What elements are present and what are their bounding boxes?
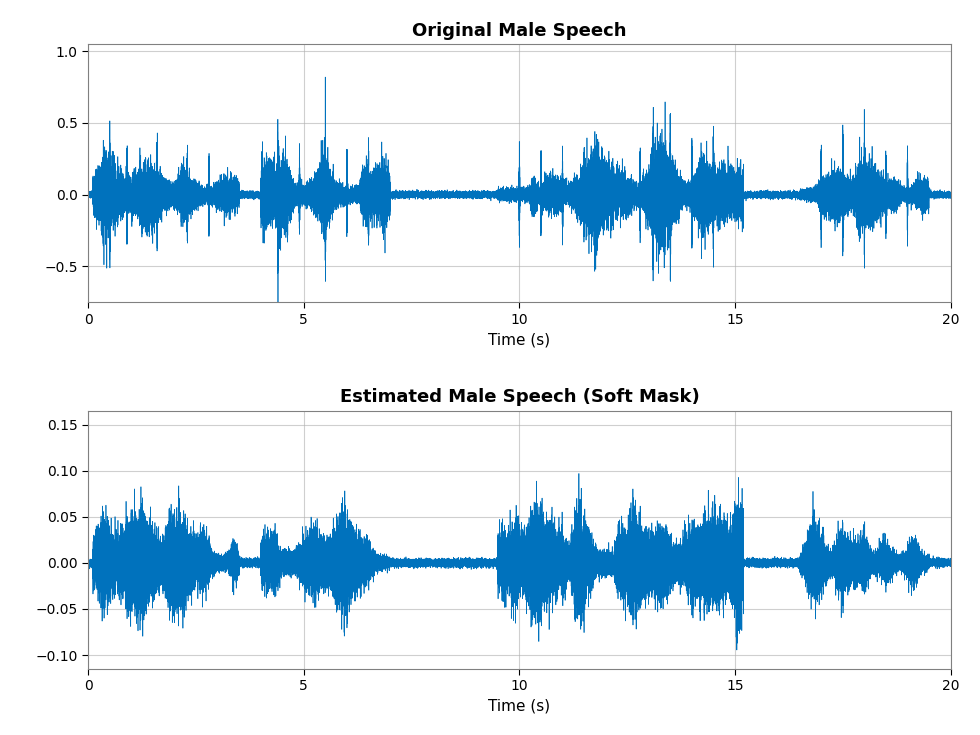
Title: Original Male Speech: Original Male Speech [413,22,626,40]
X-axis label: Time (s): Time (s) [488,699,551,714]
Title: Estimated Male Speech (Soft Mask): Estimated Male Speech (Soft Mask) [339,388,700,406]
X-axis label: Time (s): Time (s) [488,332,551,347]
